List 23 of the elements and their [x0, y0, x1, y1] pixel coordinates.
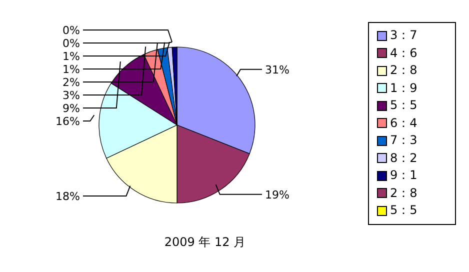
data-label: 18%	[56, 190, 80, 203]
text: 2009 年 12 月	[163, 234, 247, 251]
legend-label: 1：9	[390, 80, 418, 97]
legend-label: 8：2	[390, 150, 418, 167]
legend-label: 2：8	[390, 184, 418, 202]
text: 0%	[62, 24, 80, 37]
data-label: 3%	[62, 89, 80, 102]
legend-label: 9：1	[390, 167, 418, 184]
data-label: 31%	[265, 63, 290, 76]
data-label: 19%	[265, 188, 290, 202]
legend-label: 5：5	[390, 202, 418, 220]
data-label: 9%	[62, 102, 80, 115]
legend-label: 5：5	[390, 97, 418, 114]
data-label: 1%	[62, 63, 80, 76]
legend-label: 6：4	[390, 114, 418, 132]
legend-label: 7：3	[390, 132, 418, 150]
legend-label: 4：6	[390, 44, 418, 62]
legend-label: 2：8	[390, 62, 418, 80]
data-label: 1%	[62, 50, 80, 63]
text: 0%	[62, 37, 80, 50]
legend-label: 3：7	[390, 27, 418, 44]
data-label: 16%	[56, 115, 80, 128]
data-label: 2%	[62, 76, 80, 89]
